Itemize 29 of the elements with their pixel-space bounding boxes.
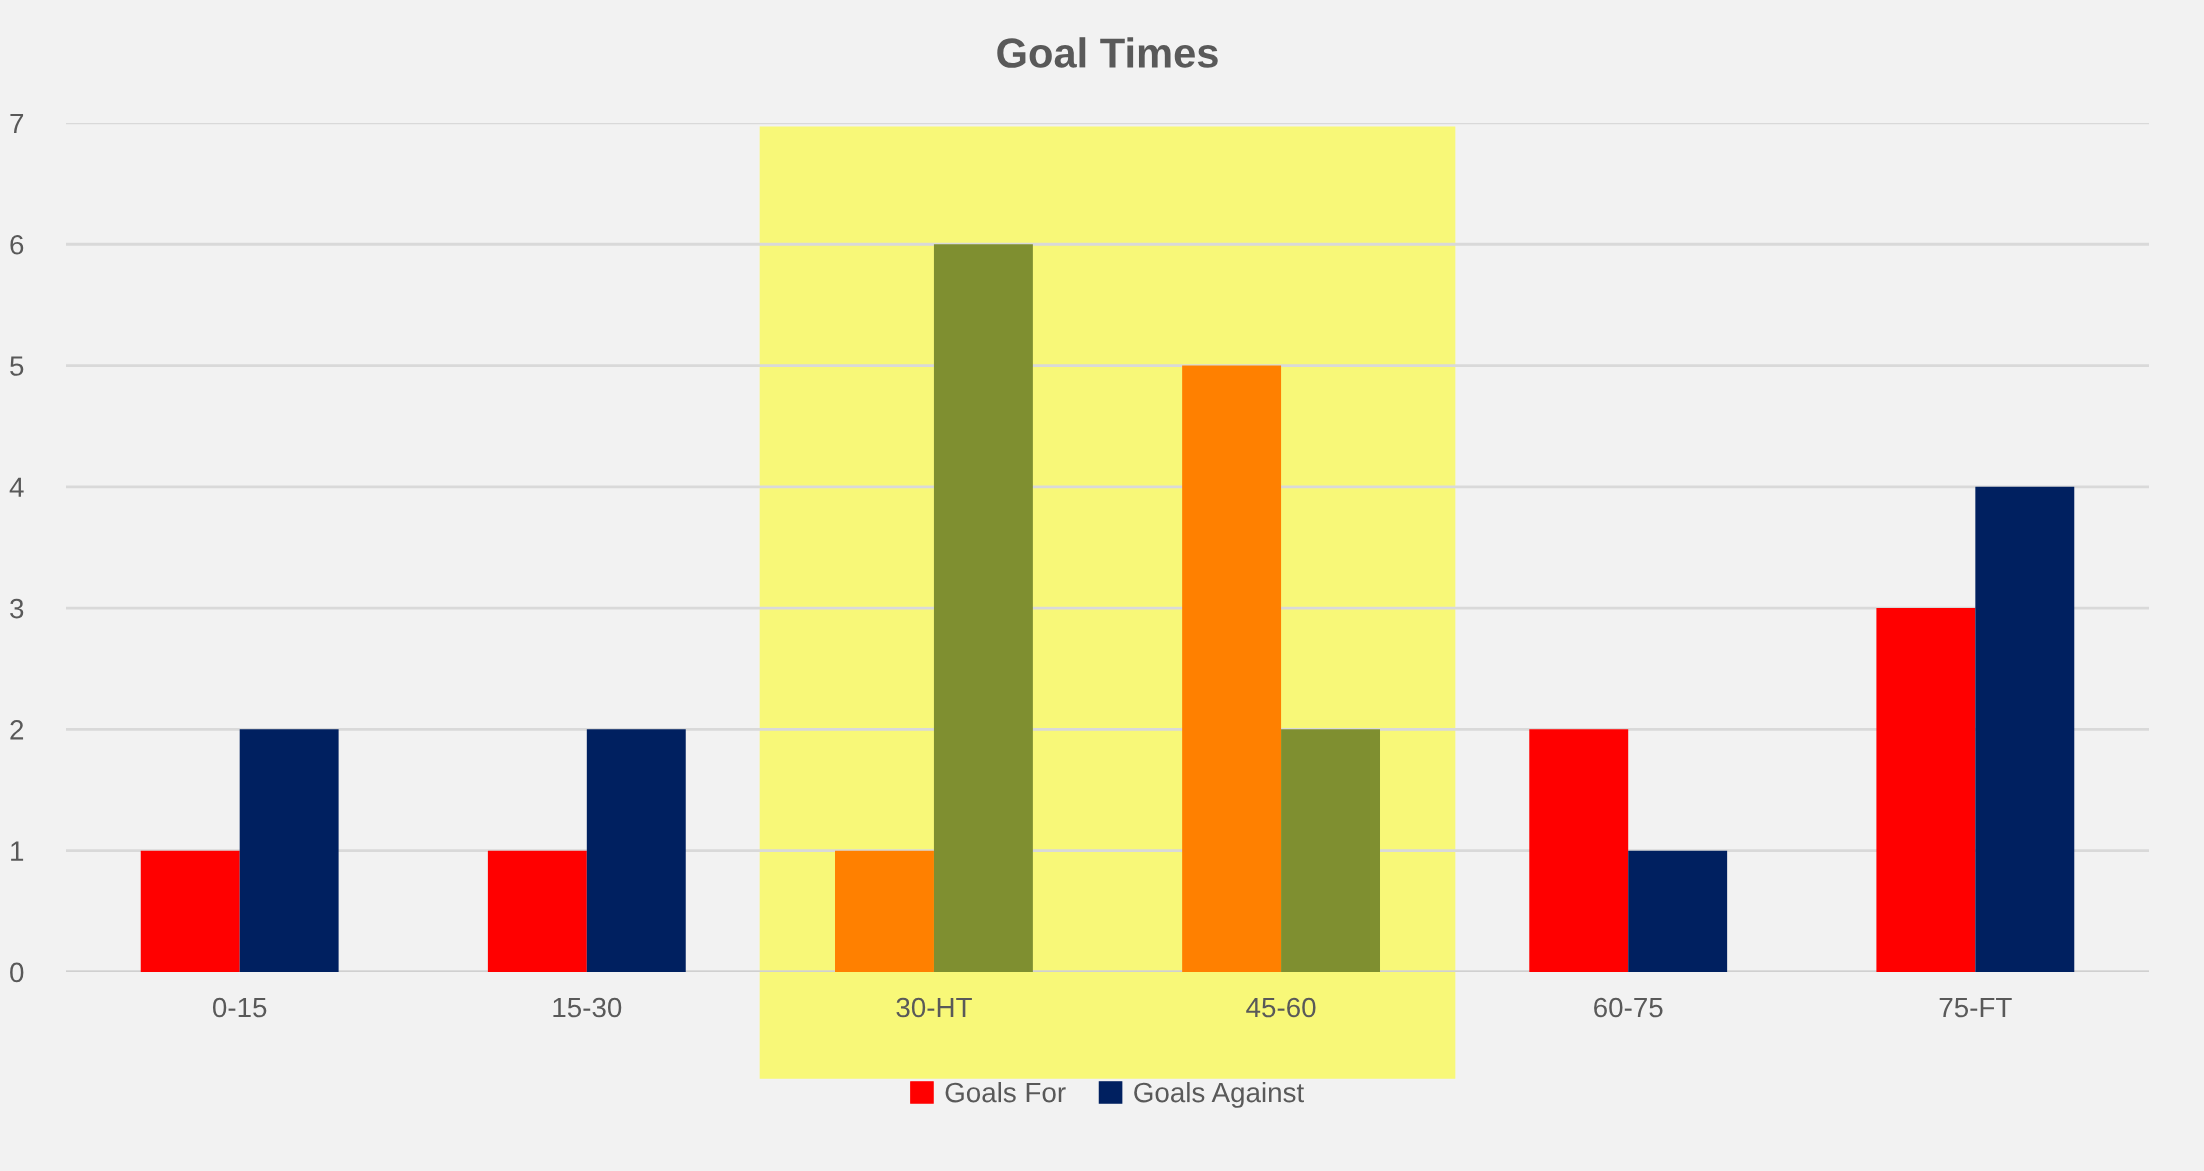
bar (1281, 729, 1381, 972)
legend-label: Goals Against (1134, 1081, 1304, 1108)
legend-label: Goals For (945, 1081, 1066, 1103)
x-tick-label: 60-75 (1594, 997, 1663, 1018)
y-tick-label: 2 (10, 720, 24, 740)
bar (239, 729, 339, 972)
bar (1182, 365, 1282, 972)
y-tick-label: 6 (10, 234, 24, 255)
y-tick-label: 4 (9, 477, 24, 497)
y-tick-label: 7 (10, 113, 24, 134)
x-tick-label: 30-HT (896, 997, 972, 1018)
bar (1876, 608, 1976, 972)
x-tick-label: 45-60 (1246, 997, 1316, 1018)
bar (933, 244, 1033, 972)
y-tick-label: 5 (10, 356, 24, 376)
y-tick-label: 3 (10, 598, 24, 619)
y-tick-label: 0 (10, 962, 24, 983)
bar (1628, 850, 1728, 972)
x-tick-label: 75-FT (1939, 997, 2012, 1018)
x-tick-label: 0-15 (212, 997, 267, 1018)
bar (140, 850, 240, 972)
bar (1975, 486, 2075, 972)
bar (1529, 729, 1629, 972)
x-tick-label: 15-30 (553, 997, 622, 1018)
bar (487, 850, 587, 972)
chart-title: Goal Times (997, 37, 1218, 68)
bar (586, 729, 686, 972)
bar (835, 850, 934, 972)
y-tick-label: 1 (11, 841, 24, 861)
